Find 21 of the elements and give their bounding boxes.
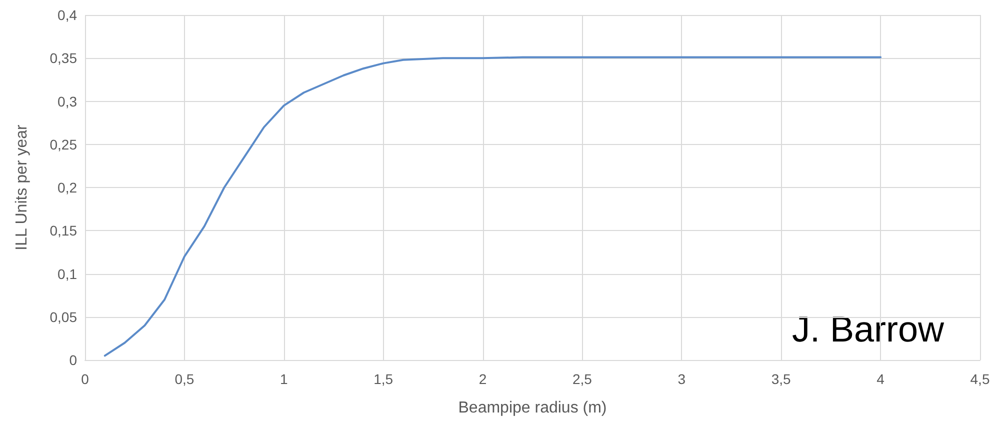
x-axis-title: Beampipe radius (m)	[458, 400, 607, 416]
y-tick-label: 0,35	[50, 50, 78, 66]
y-tick-label: 0,4	[58, 7, 78, 23]
y-tick-label: 0,1	[58, 266, 78, 282]
y-tick-label: 0	[69, 352, 78, 368]
x-tick-label: 4	[876, 371, 885, 387]
x-tick-label: 4,5	[970, 371, 990, 387]
y-tick-label: 0,05	[50, 308, 78, 325]
x-tick-label: 1	[280, 371, 288, 387]
x-tick-label: 2,5	[572, 371, 592, 387]
y-tick-label: 0,3	[58, 93, 78, 110]
y-axis-title: ILL Units per year	[14, 124, 30, 250]
x-tick-label: 1,5	[374, 371, 394, 387]
x-tick-label: 3,5	[771, 371, 792, 387]
x-tick-label: 2	[478, 371, 487, 387]
x-tick-label: 0	[81, 371, 90, 387]
x-tick-label: 0,5	[174, 371, 194, 387]
x-tick-label: 3	[678, 371, 686, 387]
y-tick-label: 0,25	[50, 136, 78, 152]
y-tick-label: 0,2	[58, 180, 78, 196]
y-tick-label: 0,15	[50, 222, 78, 239]
